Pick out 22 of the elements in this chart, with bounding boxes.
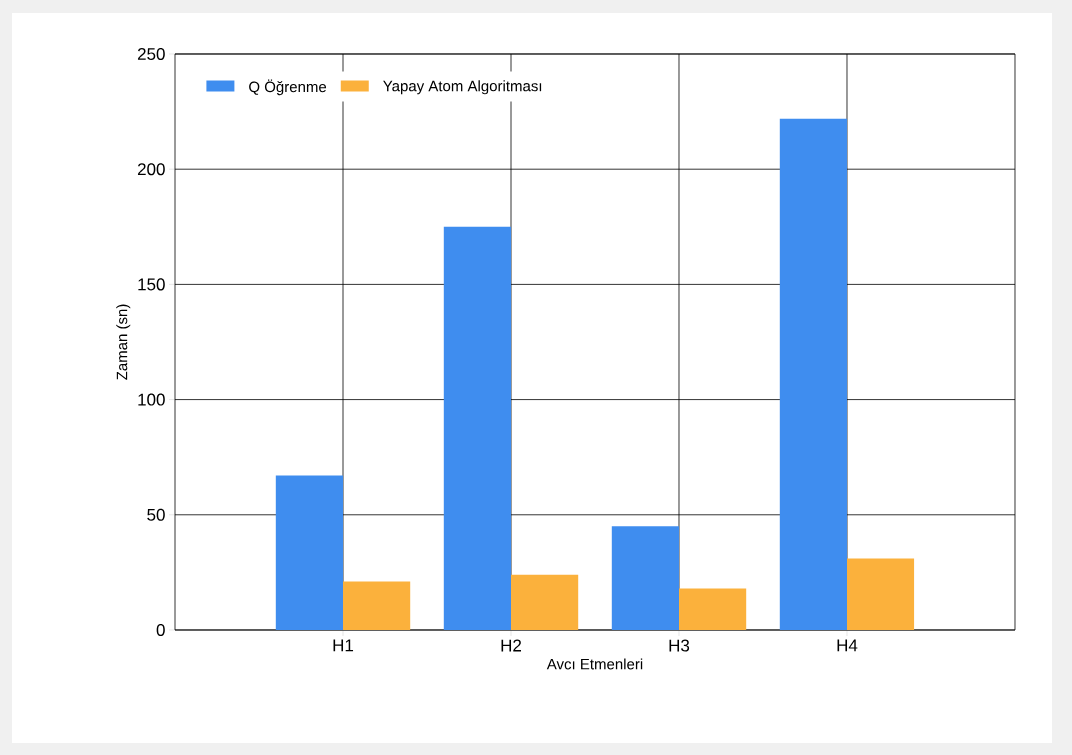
bar bbox=[779, 118, 847, 630]
bar bbox=[679, 588, 747, 630]
bar bbox=[847, 558, 915, 630]
x-tick-label: H1 bbox=[333, 639, 354, 652]
bar bbox=[275, 475, 344, 630]
x-tick-label: H3 bbox=[669, 639, 690, 652]
y-tick-label: 100 bbox=[138, 393, 165, 406]
y-axis-title: Zaman (sn) bbox=[116, 304, 131, 380]
y-tick-label: 0 bbox=[156, 623, 165, 637]
bar bbox=[443, 226, 511, 630]
y-tick-label: 250 bbox=[137, 47, 165, 61]
y-tick-label: 50 bbox=[147, 508, 165, 521]
x-axis-title: Avcı Etmenleri bbox=[546, 658, 643, 670]
x-tick-label: H2 bbox=[501, 639, 521, 652]
bar bbox=[511, 574, 579, 630]
legend-label: Yapay Atom Algoritması bbox=[383, 80, 542, 95]
x-tick-label: H4 bbox=[837, 639, 858, 652]
bar bbox=[343, 581, 411, 630]
y-tick-label: 200 bbox=[137, 163, 165, 176]
legend-label: Q Öğrenme bbox=[249, 79, 327, 96]
y-tick-label: 150 bbox=[138, 278, 165, 291]
bar bbox=[611, 526, 679, 630]
